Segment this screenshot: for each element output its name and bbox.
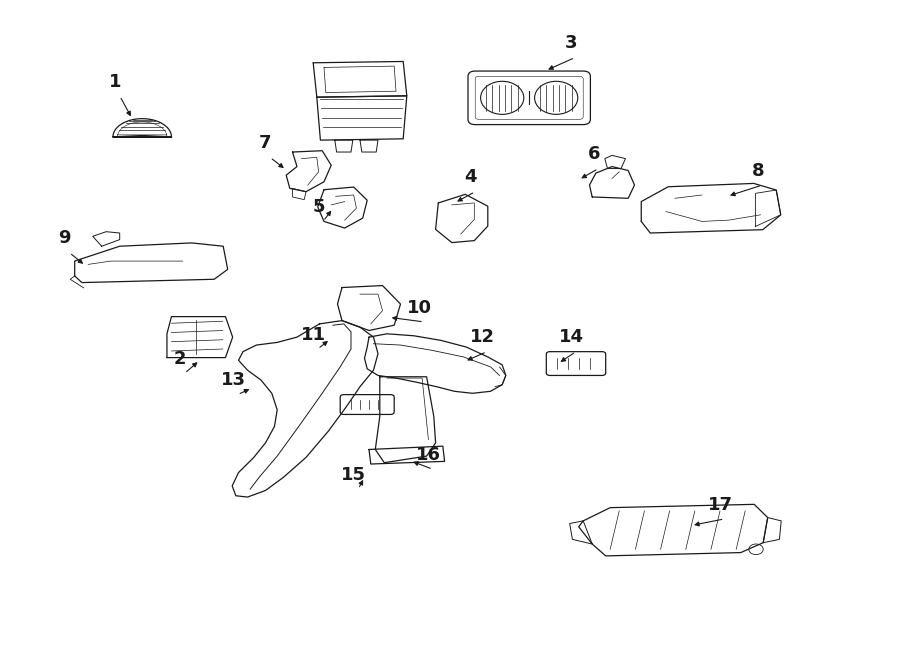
Text: 16: 16 (416, 446, 441, 464)
Text: 5: 5 (312, 198, 325, 216)
Text: 17: 17 (707, 496, 733, 514)
Text: 14: 14 (559, 329, 584, 346)
Text: 10: 10 (407, 299, 432, 317)
Text: 9: 9 (58, 229, 71, 247)
Text: 15: 15 (341, 466, 366, 484)
Text: 3: 3 (564, 34, 577, 52)
Text: 11: 11 (301, 326, 326, 344)
Text: 7: 7 (259, 134, 272, 152)
Text: 2: 2 (174, 350, 186, 368)
Text: 4: 4 (464, 169, 477, 186)
Text: 12: 12 (470, 329, 495, 346)
Text: 6: 6 (588, 145, 600, 163)
Text: 1: 1 (109, 73, 122, 91)
Text: 13: 13 (220, 371, 246, 389)
Text: 8: 8 (752, 162, 764, 180)
